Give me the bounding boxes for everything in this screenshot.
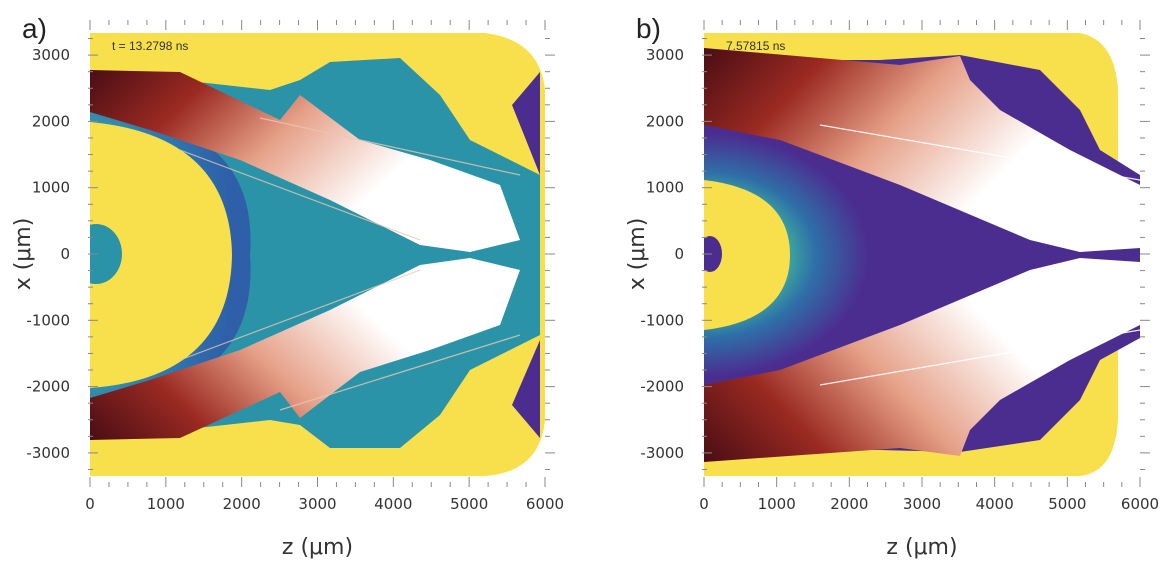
x-tick-label: 5000	[450, 495, 488, 513]
y-tick-label: -1000	[640, 311, 684, 329]
x-tick-label: 6000	[1121, 495, 1159, 513]
x-tick-label: 6000	[526, 495, 564, 513]
x-axis-label: z (μm)	[886, 535, 957, 560]
panel-b-core-yellow	[704, 180, 790, 330]
axes-layer: a) t = 13.2798 ns 0 1000 2000 3000 4000 5000 600…	[11, 13, 1159, 560]
x-tick-label: 4000	[374, 495, 412, 513]
y-axis-label: x (μm)	[625, 218, 650, 291]
time-annotation: t = 13.2798 ns	[112, 39, 188, 53]
panel-b	[704, 33, 1141, 476]
y-tick-label: -1000	[26, 311, 70, 329]
x-tick-label: 1000	[758, 495, 796, 513]
y-tick-label: -2000	[26, 378, 70, 396]
panel-b-streak	[819, 329, 1141, 386]
x-tick-label: 4000	[976, 495, 1014, 513]
panel-a	[90, 33, 545, 476]
panel-b-streak	[819, 124, 1141, 181]
panel-a-streak	[259, 117, 521, 176]
panel-b-lower-stream	[704, 258, 1140, 462]
panel-a-streak	[279, 334, 521, 411]
x-tick-label: 0	[85, 495, 95, 513]
y-tick-label: 3000	[646, 46, 684, 64]
y-tick-label: 1000	[646, 179, 684, 197]
panel-b-nozzle	[704, 236, 722, 272]
panel-label: a)	[22, 13, 47, 44]
y-tick-label: 2000	[32, 112, 70, 130]
panel-a-nozzle	[90, 224, 122, 284]
panel-a-streak	[179, 149, 421, 241]
y-tick-label: 0	[674, 245, 684, 263]
y-tick-label: 3000	[32, 46, 70, 64]
x-tick-label: 1000	[147, 495, 185, 513]
y-tick-label: 1000	[32, 179, 70, 197]
y-axis-label: x (μm)	[11, 218, 36, 291]
panel-b-upper-stream	[704, 48, 1140, 252]
y-tick-label: 2000	[646, 112, 684, 130]
x-axis-label: z (μm)	[282, 535, 353, 560]
panel-a-right-fragment-top	[512, 72, 540, 175]
x-tick-label: 2000	[830, 495, 868, 513]
time-annotation: 7.57815 ns	[726, 39, 785, 53]
panel-a-right-fragment-bot	[512, 340, 540, 438]
y-tick-label: -3000	[640, 444, 684, 462]
y-tick-label: -2000	[640, 378, 684, 396]
x-tick-label: 2000	[223, 495, 261, 513]
panel-a-core-yellow	[90, 122, 232, 388]
panel-label: b)	[636, 13, 661, 44]
panel-b-core	[704, 120, 1070, 390]
panel-a-streak	[179, 269, 421, 361]
x-tick-label: 0	[699, 495, 709, 513]
panel-a-lower-stream	[90, 258, 520, 440]
y-tick-label: -3000	[26, 444, 70, 462]
y-tick-label: 0	[60, 245, 70, 263]
panel-a-upper-stream	[90, 70, 520, 252]
x-tick-label: 5000	[1048, 495, 1086, 513]
x-tick-label: 3000	[298, 495, 336, 513]
x-tick-label: 3000	[903, 495, 941, 513]
